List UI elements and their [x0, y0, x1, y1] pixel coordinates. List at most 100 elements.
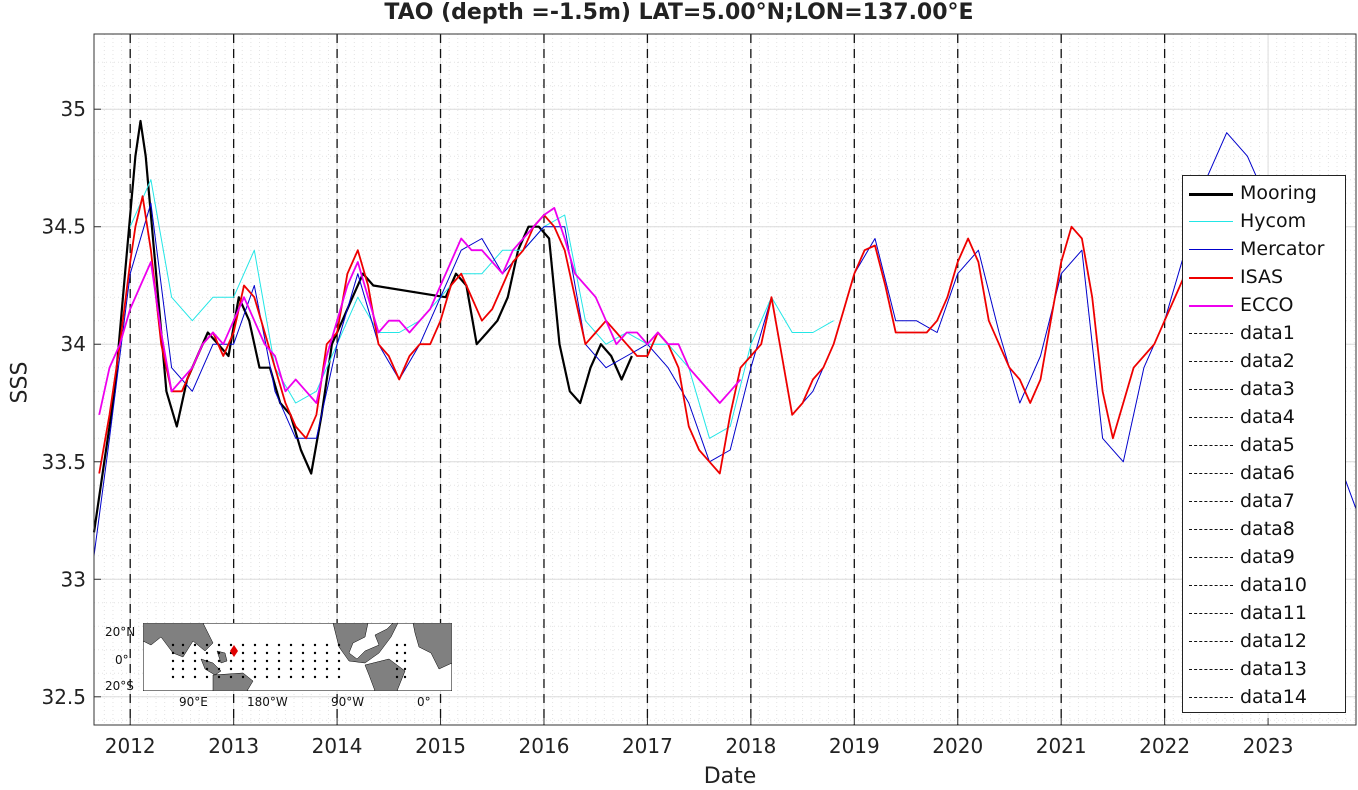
- mooring-dot: [217, 675, 221, 679]
- legend-label: data8: [1240, 518, 1295, 540]
- legend-swatch: [1189, 249, 1233, 250]
- mooring-dot: [313, 667, 317, 671]
- series-line-isas: [98, 195, 1187, 475]
- mooring-dot: [229, 643, 233, 647]
- legend-item: data4: [1183, 404, 1343, 432]
- legend-swatch: [1189, 669, 1233, 670]
- legend-swatch: [1189, 389, 1233, 390]
- mooring-dot: [241, 675, 245, 679]
- legend-label: data5: [1240, 434, 1295, 456]
- legend-label: data4: [1240, 406, 1295, 428]
- mooring-dot: [301, 651, 305, 655]
- station-marker: [230, 645, 238, 657]
- mooring-dot: [325, 659, 329, 663]
- mooring-dot: [403, 643, 407, 647]
- inset-lat-label: 20°N: [105, 625, 136, 639]
- legend-item: data10: [1183, 572, 1343, 600]
- legend-item: data1: [1183, 320, 1343, 348]
- legend-swatch: [1189, 305, 1233, 307]
- mooring-dot: [277, 659, 281, 663]
- mooring-dot: [241, 659, 245, 663]
- mooring-dot: [337, 667, 341, 671]
- legend-swatch: [1189, 557, 1233, 558]
- location-inset-map: 20°N 0° 20°S 90°E 180°W 90°W 0°: [105, 622, 453, 709]
- legend-swatch: [1189, 361, 1233, 362]
- mooring-dot: [241, 643, 245, 647]
- legend-label: data1: [1240, 322, 1295, 344]
- mooring-dot: [181, 643, 185, 647]
- world-map-inset: [142, 622, 453, 692]
- series-line-mooring: [92, 119, 633, 533]
- legend-label: data6: [1240, 462, 1295, 484]
- mooring-dot: [171, 659, 175, 663]
- mooring-dot: [205, 667, 209, 671]
- x-axis-label: Date: [703, 764, 757, 789]
- series-line-ecco: [98, 206, 742, 415]
- x-tick-label: 2022: [1139, 734, 1190, 758]
- mooring-dot: [325, 643, 329, 647]
- mooring-dot: [171, 667, 175, 671]
- mooring-dot: [313, 659, 317, 663]
- y-tick-label: 34: [61, 332, 86, 356]
- mooring-dot: [217, 643, 221, 647]
- mooring-dot: [403, 659, 407, 663]
- mooring-dot: [205, 659, 209, 663]
- legend-label: ECCO: [1240, 294, 1294, 316]
- x-tick-label: 2019: [829, 734, 880, 758]
- chart-title: TAO (depth =-1.5m) LAT=5.00°N;LON=137.00…: [384, 0, 974, 25]
- legend-item: ISAS: [1183, 264, 1343, 292]
- mooring-dot: [205, 651, 209, 655]
- mooring-dot: [395, 667, 399, 671]
- legend-item: data14: [1183, 684, 1343, 712]
- legend-swatch: [1189, 473, 1233, 474]
- legend-item: data7: [1183, 488, 1343, 516]
- axes-frame: [93, 33, 1357, 726]
- mooring-dot: [181, 675, 185, 679]
- x-tick-label: 2018: [725, 734, 776, 758]
- mooring-dot: [325, 667, 329, 671]
- legend-item: data3: [1183, 376, 1343, 404]
- y-tick-label: 35: [61, 97, 86, 121]
- x-tick-label: 2013: [208, 734, 259, 758]
- mooring-dot: [313, 651, 317, 655]
- mooring-dot: [253, 643, 257, 647]
- legend-swatch: [1189, 501, 1233, 502]
- mooring-dot: [395, 651, 399, 655]
- legend-label: data13: [1240, 658, 1307, 680]
- y-axis-label: SSS: [7, 361, 33, 404]
- legend-swatch: [1189, 641, 1233, 642]
- legend-swatch: [1189, 585, 1233, 586]
- legend-swatch: [1189, 277, 1233, 279]
- mooring-dot: [325, 651, 329, 655]
- mooring-dot: [241, 667, 245, 671]
- mooring-dot: [313, 675, 317, 679]
- mooring-dot: [205, 675, 209, 679]
- mooring-dot: [337, 651, 341, 655]
- mooring-dot: [265, 643, 269, 647]
- inset-lon-label: 90°W: [331, 695, 365, 709]
- x-tick-label: 2017: [622, 734, 673, 758]
- mooring-dot: [395, 643, 399, 647]
- legend-swatch: [1189, 613, 1233, 614]
- mooring-dot: [193, 675, 197, 679]
- mooring-dot: [193, 659, 197, 663]
- legend-item: Mercator: [1183, 236, 1343, 264]
- mooring-dot: [253, 667, 257, 671]
- legend-item: data5: [1183, 432, 1343, 460]
- x-tick-label: 2020: [932, 734, 983, 758]
- mooring-dot: [301, 675, 305, 679]
- mooring-dot: [277, 667, 281, 671]
- legend-swatch: [1189, 529, 1233, 530]
- mooring-dot: [229, 659, 233, 663]
- x-tick-label: 2021: [1036, 734, 1087, 758]
- mooring-dot: [253, 659, 257, 663]
- mooring-dot: [277, 675, 281, 679]
- mooring-dot: [253, 675, 257, 679]
- legend-label: data2: [1240, 350, 1295, 372]
- mooring-dot: [301, 659, 305, 663]
- legend-label: Mooring: [1240, 182, 1317, 204]
- mooring-dot: [301, 667, 305, 671]
- legend-label: data3: [1240, 378, 1295, 400]
- mooring-dot: [277, 643, 281, 647]
